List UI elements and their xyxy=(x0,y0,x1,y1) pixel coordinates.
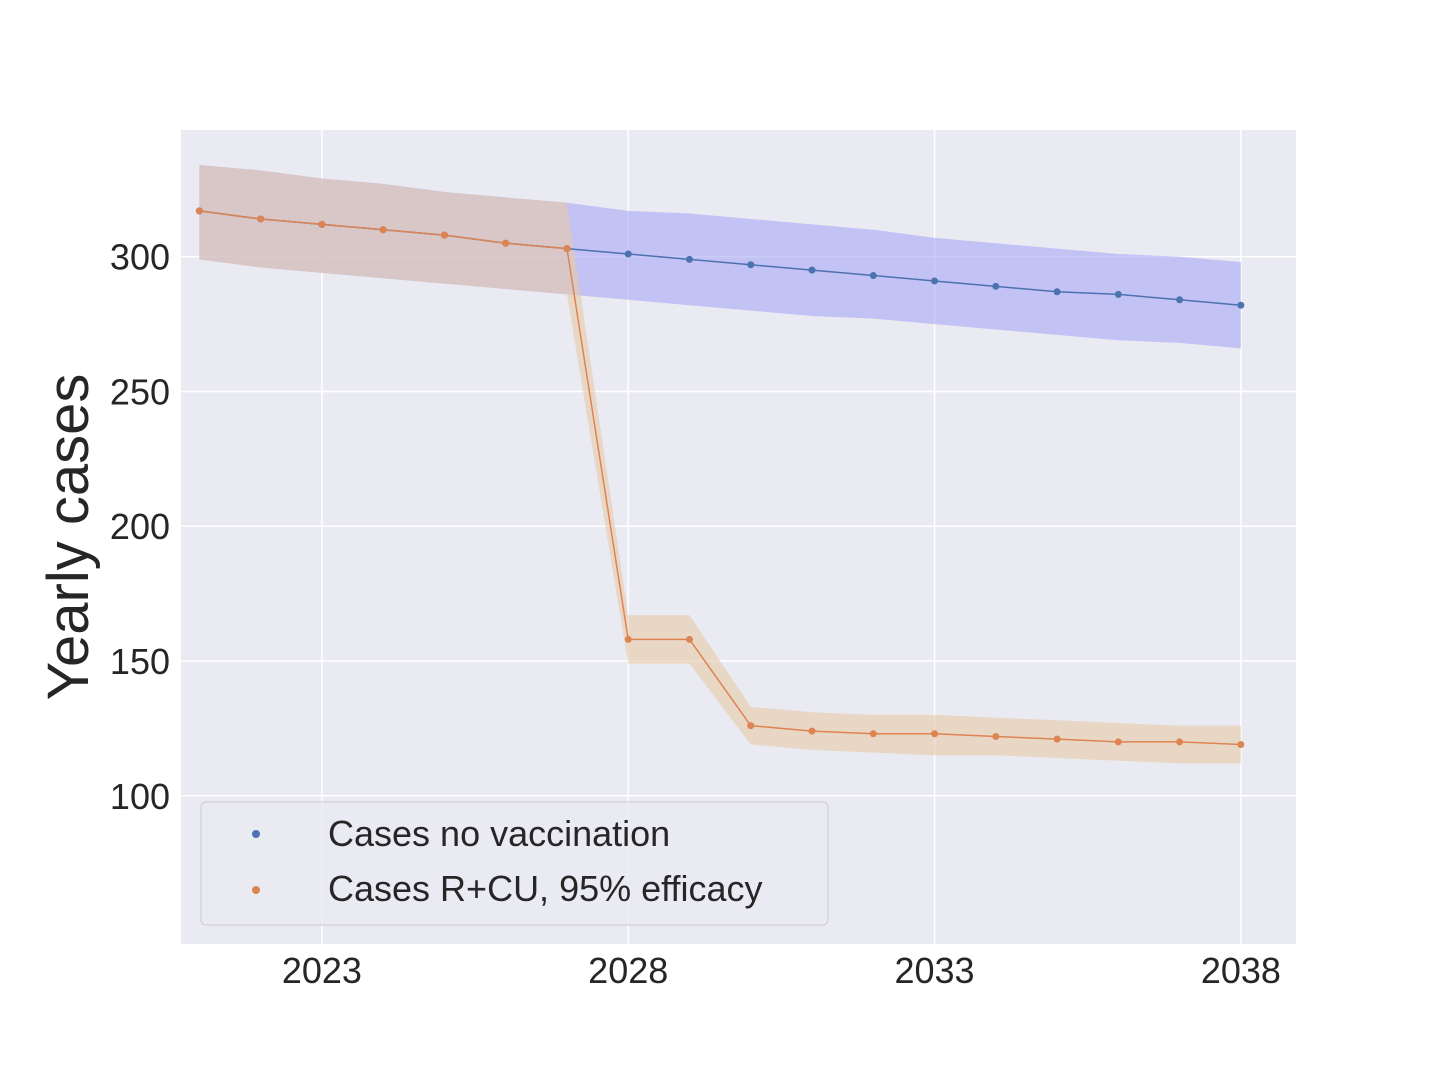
point-cases-r-cu-95-efficacy-2024 xyxy=(379,226,387,234)
point-cases-r-cu-95-efficacy-2032 xyxy=(869,730,877,738)
point-cases-no-vaccination-2033 xyxy=(931,277,939,285)
point-cases-no-vaccination-2032 xyxy=(869,272,877,280)
point-cases-no-vaccination-2034 xyxy=(992,282,1000,290)
point-cases-r-cu-95-efficacy-2034 xyxy=(992,732,1000,740)
y-tick-label-300: 300 xyxy=(110,237,170,278)
x-tick-label-2028: 2028 xyxy=(588,950,668,991)
point-cases-r-cu-95-efficacy-2023 xyxy=(318,220,326,228)
point-cases-r-cu-95-efficacy-2021 xyxy=(195,207,203,215)
point-cases-r-cu-95-efficacy-2038 xyxy=(1237,741,1245,749)
point-cases-no-vaccination-2035 xyxy=(1053,288,1061,296)
point-cases-r-cu-95-efficacy-2027 xyxy=(563,245,571,253)
band-cases-r-cu-95-efficacy xyxy=(199,165,1241,764)
x-tick-label-2023: 2023 xyxy=(282,950,362,991)
y-axis-label: Yearly cases xyxy=(36,374,101,701)
y-tick-label-150: 150 xyxy=(110,641,170,682)
confidence-bands xyxy=(199,165,1241,764)
point-cases-r-cu-95-efficacy-2025 xyxy=(440,231,448,239)
point-cases-r-cu-95-efficacy-2031 xyxy=(808,727,816,735)
legend-marker-rcu-95 xyxy=(252,886,260,894)
data-points xyxy=(195,207,1245,749)
y-tick-label-100: 100 xyxy=(110,776,170,817)
legend: Cases no vaccination Cases R+CU, 95% eff… xyxy=(200,801,829,926)
point-cases-no-vaccination-2036 xyxy=(1114,290,1122,298)
legend-marker-no-vaccination xyxy=(252,830,260,838)
y-tick-label-250: 250 xyxy=(110,371,170,412)
y-tick-labels: 100 150 200 250 300 xyxy=(110,237,170,817)
point-cases-no-vaccination-2028 xyxy=(624,250,632,258)
point-cases-r-cu-95-efficacy-2028 xyxy=(624,635,632,643)
point-cases-r-cu-95-efficacy-2035 xyxy=(1053,735,1061,743)
legend-label-rcu-95: Cases R+CU, 95% efficacy xyxy=(328,868,763,909)
x-tick-label-2033: 2033 xyxy=(894,950,974,991)
legend-box xyxy=(200,801,829,926)
point-cases-no-vaccination-2030 xyxy=(747,261,755,269)
point-cases-no-vaccination-2031 xyxy=(808,266,816,274)
legend-label-no-vaccination: Cases no vaccination xyxy=(328,813,670,854)
x-tick-label-2038: 2038 xyxy=(1201,950,1281,991)
y-tick-label-200: 200 xyxy=(110,506,170,547)
line-cases-r-cu-95-efficacy xyxy=(199,210,1241,746)
point-cases-r-cu-95-efficacy-2036 xyxy=(1114,738,1122,746)
x-tick-labels: 2023 2028 2033 2038 xyxy=(282,950,1281,991)
point-cases-r-cu-95-efficacy-2037 xyxy=(1176,738,1184,746)
point-cases-no-vaccination-2038 xyxy=(1237,301,1245,309)
point-cases-r-cu-95-efficacy-2030 xyxy=(747,722,755,730)
series-lines xyxy=(199,210,1241,746)
point-cases-r-cu-95-efficacy-2022 xyxy=(257,215,265,223)
point-cases-r-cu-95-efficacy-2029 xyxy=(685,635,693,643)
point-cases-r-cu-95-efficacy-2033 xyxy=(931,730,939,738)
point-cases-no-vaccination-2029 xyxy=(685,255,693,263)
point-cases-no-vaccination-2037 xyxy=(1176,296,1184,304)
point-cases-r-cu-95-efficacy-2026 xyxy=(502,239,510,247)
